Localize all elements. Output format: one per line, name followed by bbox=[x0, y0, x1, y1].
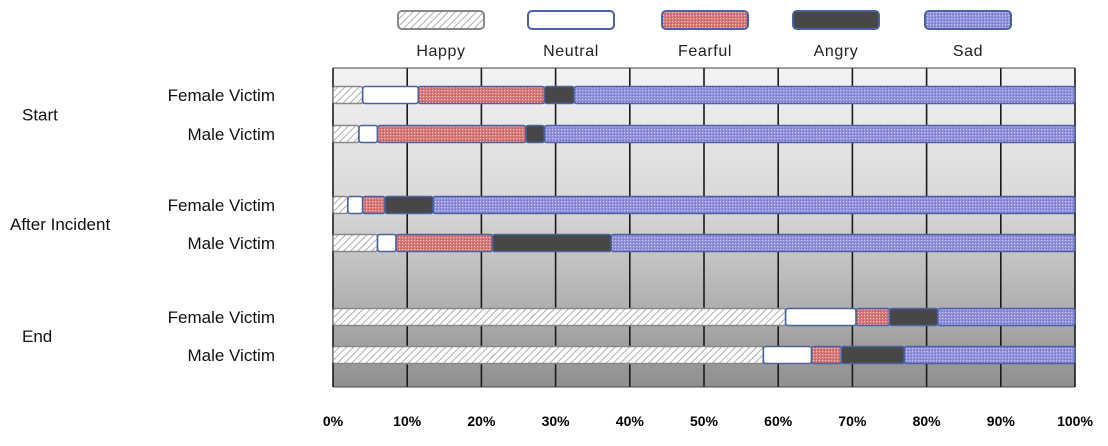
legend-label-angry: Angry bbox=[814, 43, 859, 60]
x-tick-label-0: 0% bbox=[323, 413, 344, 429]
x-tick-label-3: 30% bbox=[542, 413, 571, 429]
bar-end-female-victim-fearful bbox=[855, 307, 891, 327]
x-tick-label-8: 80% bbox=[913, 413, 942, 429]
bar-end-female-victim-sad bbox=[936, 307, 1076, 327]
bar-start-male-victim-sad bbox=[543, 124, 1076, 144]
x-tick-label-6: 60% bbox=[764, 413, 793, 429]
x-tick-label-1: 10% bbox=[393, 413, 422, 429]
legend-swatch-sad bbox=[924, 10, 1012, 30]
bar-start-female-victim-neutral bbox=[361, 85, 420, 105]
bar-after-incident-female-victim-neutral bbox=[347, 195, 364, 215]
x-tick-label-2: 20% bbox=[467, 413, 496, 429]
x-tick-label-7: 70% bbox=[838, 413, 867, 429]
bar-start-male-victim-happy bbox=[332, 124, 360, 144]
group-label-start: Start bbox=[22, 106, 58, 125]
legend-swatch-neutral bbox=[527, 10, 615, 30]
category-labels: Start Female Victim Male Victim After Incid… bbox=[10, 86, 275, 365]
bar-end-male-victim-angry bbox=[840, 345, 906, 365]
bar-after-incident-female-victim-angry bbox=[384, 195, 434, 215]
legend-label-happy: Happy bbox=[416, 43, 465, 60]
group-label-after-incident: After Incident bbox=[10, 215, 110, 234]
bar-after-incident-male-victim-fearful bbox=[395, 233, 494, 253]
bar-end-male-victim-sad bbox=[903, 345, 1076, 365]
bar-after-incident-male-victim-angry bbox=[491, 233, 613, 253]
bar-start-female-victim-happy bbox=[332, 85, 364, 105]
legend: Happy Neutral Fearful Angry Sad bbox=[397, 10, 1012, 60]
bar-start-female-victim-angry bbox=[543, 85, 575, 105]
row-label-end-female-victim: Female Victim bbox=[168, 308, 275, 327]
bar-end-male-victim-happy bbox=[332, 345, 765, 365]
x-tick-label-9: 90% bbox=[987, 413, 1016, 429]
bar-end-male-victim-neutral bbox=[762, 345, 813, 365]
x-axis: 0% 10% 20% 30% 40% 50% 60% 70% 80% 90% 100% bbox=[323, 413, 1094, 429]
row-label-after-incident-male-victim: Male Victim bbox=[187, 234, 275, 253]
row-label-start-female-victim: Female Victim bbox=[168, 86, 275, 105]
x-tick-label-10: 100% bbox=[1057, 413, 1093, 429]
row-label-after-incident-female-victim: Female Victim bbox=[168, 196, 275, 215]
bar-after-incident-female-victim-sad bbox=[432, 195, 1076, 215]
group-label-end: End bbox=[22, 327, 52, 346]
bar-after-incident-male-victim-sad bbox=[610, 233, 1076, 253]
legend-swatch-happy bbox=[397, 10, 485, 30]
bar-start-female-victim-sad bbox=[573, 85, 1076, 105]
bar-start-male-victim-angry bbox=[525, 124, 546, 144]
legend-label-neutral: Neutral bbox=[543, 43, 599, 60]
bar-after-incident-female-victim-happy bbox=[332, 195, 349, 215]
bar-after-incident-male-victim-neutral bbox=[376, 233, 397, 253]
bar-start-male-victim-fearful bbox=[376, 124, 527, 144]
bar-after-incident-male-victim-happy bbox=[332, 233, 379, 253]
legend-swatch-fearful bbox=[661, 10, 749, 30]
plot-area bbox=[332, 67, 1076, 388]
bar-end-female-victim-neutral bbox=[784, 307, 857, 327]
bar-end-female-victim-happy bbox=[332, 307, 787, 327]
x-tick-label-5: 50% bbox=[690, 413, 719, 429]
legend-swatch-angry bbox=[792, 10, 880, 30]
bar-start-male-victim-neutral bbox=[358, 124, 379, 144]
bar-end-male-victim-fearful bbox=[810, 345, 843, 365]
x-tick-label-4: 40% bbox=[616, 413, 645, 429]
row-label-end-male-victim: Male Victim bbox=[187, 346, 275, 365]
bar-start-female-victim-fearful bbox=[417, 85, 546, 105]
bar-end-female-victim-angry bbox=[888, 307, 939, 327]
legend-label-fearful: Fearful bbox=[678, 43, 732, 60]
bars bbox=[332, 85, 1076, 365]
legend-label-sad: Sad bbox=[953, 43, 983, 60]
bar-after-incident-female-victim-fearful bbox=[361, 195, 386, 215]
row-label-start-male-victim: Male Victim bbox=[187, 125, 275, 144]
